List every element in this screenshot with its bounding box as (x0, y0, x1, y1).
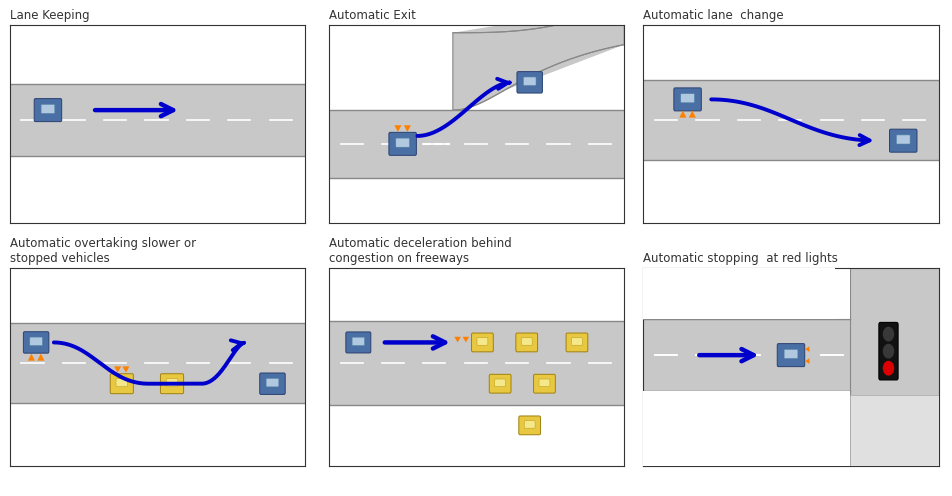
Bar (849, 268, 938, 466)
Polygon shape (37, 354, 45, 361)
FancyBboxPatch shape (878, 322, 897, 380)
FancyBboxPatch shape (518, 416, 540, 435)
FancyBboxPatch shape (488, 374, 510, 393)
FancyBboxPatch shape (515, 333, 537, 352)
Polygon shape (688, 111, 695, 118)
FancyBboxPatch shape (565, 333, 587, 352)
FancyBboxPatch shape (476, 338, 487, 345)
Text: Lane Keeping: Lane Keeping (10, 9, 89, 22)
Text: Automatic overtaking slower or
stopped vehicles: Automatic overtaking slower or stopped v… (10, 238, 195, 265)
Text: Automatic lane  change: Automatic lane change (643, 9, 783, 22)
Polygon shape (394, 125, 401, 132)
FancyBboxPatch shape (166, 379, 178, 387)
FancyBboxPatch shape (266, 378, 279, 387)
FancyBboxPatch shape (896, 135, 909, 144)
FancyBboxPatch shape (521, 338, 531, 345)
FancyBboxPatch shape (346, 332, 370, 353)
Polygon shape (804, 346, 808, 352)
Polygon shape (804, 358, 808, 364)
FancyBboxPatch shape (160, 374, 184, 394)
Polygon shape (28, 354, 35, 361)
Bar (10, 323, 305, 403)
FancyBboxPatch shape (571, 338, 582, 345)
Circle shape (883, 344, 893, 358)
FancyBboxPatch shape (777, 344, 803, 367)
Text: Automatic Exit: Automatic Exit (328, 9, 415, 22)
Circle shape (883, 327, 893, 341)
FancyBboxPatch shape (888, 129, 916, 152)
FancyBboxPatch shape (24, 332, 49, 353)
FancyBboxPatch shape (523, 77, 535, 85)
FancyBboxPatch shape (41, 104, 55, 114)
FancyBboxPatch shape (30, 337, 43, 346)
Bar (643, 80, 938, 160)
Polygon shape (462, 337, 468, 342)
FancyBboxPatch shape (388, 132, 416, 155)
FancyBboxPatch shape (524, 421, 535, 428)
Bar (643, 319, 849, 391)
Bar (10, 84, 305, 156)
Bar (328, 321, 624, 405)
FancyBboxPatch shape (260, 373, 285, 394)
Bar (643, 268, 849, 319)
Polygon shape (454, 337, 461, 342)
Bar (643, 268, 834, 319)
FancyBboxPatch shape (471, 333, 493, 352)
Polygon shape (404, 125, 410, 132)
FancyBboxPatch shape (533, 374, 555, 393)
Bar (643, 391, 849, 466)
FancyBboxPatch shape (116, 379, 128, 387)
Bar (849, 395, 938, 466)
Text: Automatic deceleration behind
congestion on freeways: Automatic deceleration behind congestion… (328, 238, 511, 265)
FancyBboxPatch shape (516, 71, 542, 93)
Circle shape (883, 362, 893, 375)
Text: Automatic stopping  at red lights: Automatic stopping at red lights (643, 252, 837, 265)
Polygon shape (452, 5, 624, 110)
Bar (328, 110, 624, 178)
Polygon shape (452, 5, 624, 110)
Bar (643, 391, 849, 466)
FancyBboxPatch shape (494, 379, 506, 386)
Polygon shape (122, 367, 129, 372)
FancyBboxPatch shape (110, 374, 133, 394)
FancyBboxPatch shape (680, 94, 694, 103)
FancyBboxPatch shape (395, 138, 409, 147)
FancyBboxPatch shape (34, 99, 62, 122)
FancyBboxPatch shape (539, 379, 549, 386)
FancyBboxPatch shape (673, 88, 701, 111)
FancyBboxPatch shape (351, 337, 365, 346)
FancyBboxPatch shape (783, 349, 797, 359)
Polygon shape (114, 367, 121, 372)
Polygon shape (679, 111, 685, 118)
